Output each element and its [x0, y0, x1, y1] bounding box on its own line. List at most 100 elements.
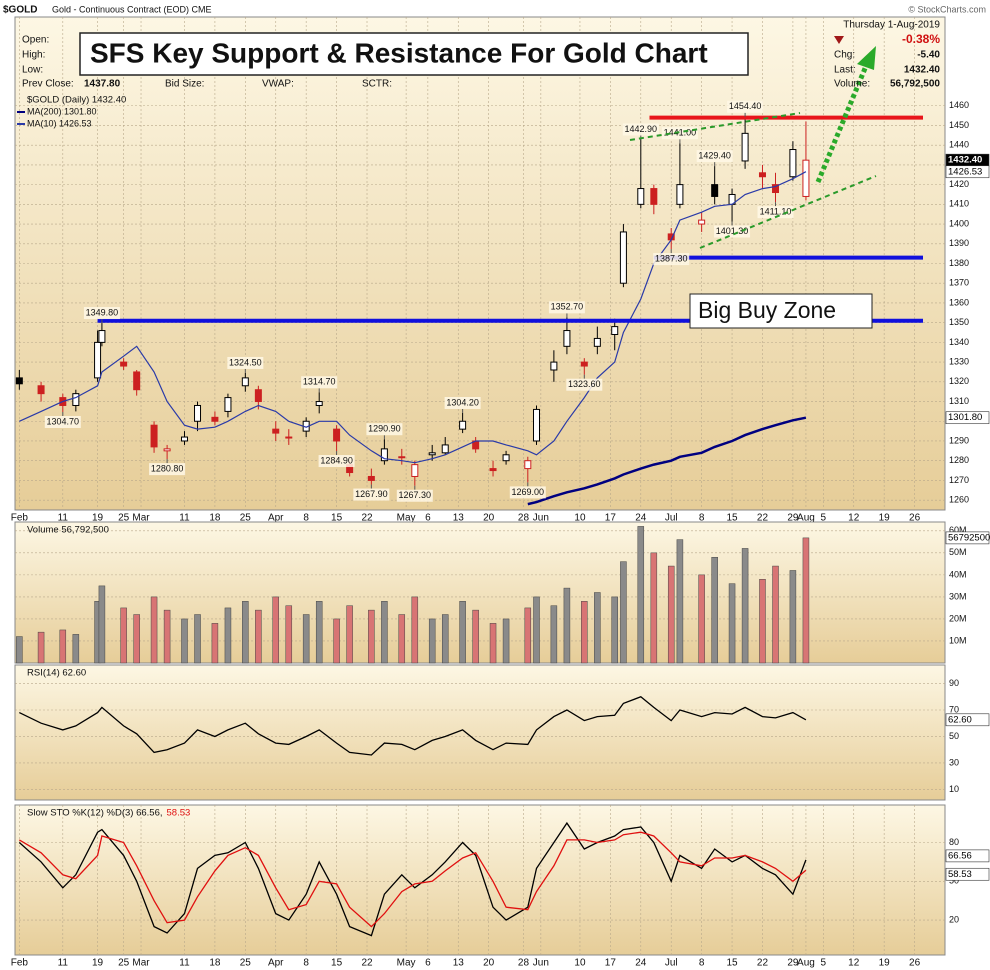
y-tick-label: 40M — [949, 569, 967, 579]
annotation-bg — [661, 127, 698, 140]
last-value-box — [945, 411, 990, 425]
subtitle: Gold - Continuous Contract (EOD) CME — [52, 4, 212, 14]
x-tick-label: 13 — [453, 958, 465, 969]
trend-line — [699, 175, 877, 249]
volume-bar — [381, 601, 388, 664]
x-tick-label: 12 — [848, 513, 860, 524]
x-tick-label: Aug — [797, 958, 815, 969]
x-tick-label: Jul — [665, 958, 678, 969]
last: 1432.40 — [904, 65, 941, 76]
annotation: 1323.60 — [568, 379, 601, 389]
candle-body — [254, 389, 262, 403]
volume: 56,792,500 — [890, 79, 940, 90]
volume-bar — [650, 552, 658, 664]
annotation-bg — [622, 123, 659, 136]
last-value-label: 62.60 — [948, 714, 972, 725]
y-tick-label: 30 — [949, 757, 959, 767]
annotation-bg — [696, 150, 733, 163]
annotation-bg — [149, 463, 186, 476]
x-tick-label: 26 — [909, 958, 921, 969]
bid-label: Bid Size: — [165, 79, 204, 90]
volume-bar — [459, 601, 466, 664]
candle-body — [163, 448, 171, 452]
x-tick-label: 6 — [425, 958, 431, 969]
panel-title: 58.53 — [167, 808, 191, 819]
candle-body — [550, 361, 558, 371]
volume-bar — [150, 596, 158, 664]
annotation: 1352.70 — [551, 302, 584, 312]
y-tick-label: 1440 — [949, 140, 969, 150]
x-tick-label: 5 — [821, 958, 827, 969]
volume-bar — [133, 614, 140, 664]
candle-body — [619, 231, 627, 284]
candle-body — [459, 420, 467, 430]
annotation: 1442.90 — [625, 124, 658, 134]
volume-bar — [802, 537, 810, 664]
y-tick-label: 50M — [949, 547, 967, 557]
x-tick-label: 25 — [118, 958, 130, 969]
zone-box — [689, 293, 873, 329]
y-tick-label: 1280 — [949, 455, 969, 465]
annotation: 1290.90 — [368, 424, 401, 434]
panel-title: Slow STO %K(12) %D(3) 66.56, — [27, 808, 163, 819]
last-value-box — [945, 867, 990, 881]
y-tick-label: 1320 — [949, 376, 969, 386]
last-value-box — [945, 849, 990, 863]
chg-label: Chg: — [834, 50, 855, 61]
candle-body — [98, 330, 106, 343]
candle-body — [224, 397, 232, 412]
candle-body — [441, 444, 449, 454]
volume-bar — [502, 618, 510, 664]
candle-body — [637, 188, 645, 205]
annotation-bg — [83, 307, 120, 320]
quote-label: Low: — [22, 65, 43, 76]
x-tick-label: 11 — [58, 958, 69, 969]
x-tick-label: 10 — [574, 513, 586, 524]
annotation: 1401.30 — [716, 226, 749, 236]
candle-body — [150, 424, 158, 448]
candle-body — [428, 452, 436, 456]
x-tick-label: 8 — [699, 513, 705, 524]
y-tick-label: 1330 — [949, 356, 969, 366]
y-tick-label: 1450 — [949, 120, 969, 130]
candle-body — [532, 408, 540, 442]
volume-bar — [333, 618, 340, 664]
candle-body — [802, 159, 810, 197]
volume-bar — [346, 605, 353, 664]
candle-body — [315, 401, 323, 406]
annotation-bg — [301, 376, 338, 389]
last-value-label: 66.56 — [948, 850, 972, 861]
x-tick-label: 5 — [821, 513, 827, 524]
x-tick-label: 8 — [303, 958, 309, 969]
panel-title: RSI(14) 62.60 — [27, 668, 86, 679]
volume-bar — [194, 614, 201, 664]
y-tick-label: 20 — [949, 914, 959, 924]
candle-body — [772, 184, 780, 194]
annotation-bg — [727, 100, 764, 113]
y-tick-label: 1340 — [949, 337, 969, 347]
annotation-bg — [353, 488, 390, 501]
x-tick-label: 22 — [361, 513, 373, 524]
x-tick-label: 11 — [179, 958, 190, 969]
y-tick-label: 1460 — [949, 100, 969, 110]
candle-body — [580, 361, 588, 367]
y-tick-label: 1360 — [949, 297, 969, 307]
volume-bar — [368, 609, 375, 664]
banner: SFS Key Support & Resistance For Gold Ch… — [90, 37, 708, 68]
last-value-box — [945, 531, 990, 545]
credit: © StockCharts.com — [908, 4, 986, 14]
candle-body — [758, 172, 766, 178]
last-value-label: 1432.40 — [948, 155, 982, 166]
candle-body — [411, 464, 419, 477]
last-value-box — [945, 165, 990, 179]
y-tick-label: 1290 — [949, 435, 969, 445]
volume-bar — [620, 561, 627, 664]
down-arrow — [834, 36, 844, 44]
volume-bar — [255, 609, 262, 664]
x-tick-label: 17 — [605, 958, 617, 969]
candle-body — [15, 377, 23, 385]
last-value-box — [945, 713, 990, 727]
x-tick-label: Apr — [268, 513, 284, 524]
volume-bar — [441, 614, 449, 664]
candle-body — [380, 448, 388, 462]
